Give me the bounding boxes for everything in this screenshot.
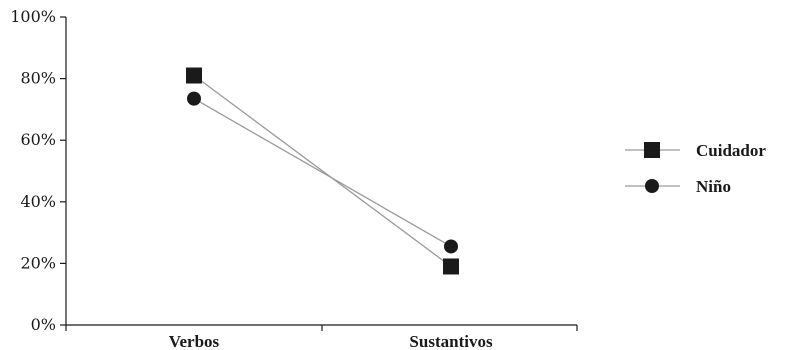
category-label: Verbos [169,332,220,350]
data-point-square [443,258,459,275]
category-label: Sustantivos [409,332,493,350]
y-tick-label: 20% [20,253,56,272]
y-tick-label: 100% [10,7,56,26]
y-axis-labels: 0% 20% 40% 60% 80% 100% [10,7,56,334]
series-line-nino [193,98,452,248]
legend-square-icon [644,142,660,158]
y-tick-label: 60% [20,130,56,149]
chart-axes [60,16,578,331]
chart-legend: Cuidador Niño [625,141,766,196]
legend-circle-icon [645,179,659,193]
series-markers [186,67,459,275]
legend-label: Niño [696,177,731,196]
y-tick-label: 40% [20,192,56,211]
data-point-square [186,67,202,84]
series-lines [193,74,452,268]
y-tick-label: 80% [20,69,56,88]
data-point-circle [187,91,201,106]
series-line-cuidador [193,74,452,268]
y-tick-label: 0% [31,315,56,334]
data-point-circle [444,239,458,254]
x-axis-labels: Verbos Sustantivos [169,332,493,350]
legend-label: Cuidador [696,141,766,160]
